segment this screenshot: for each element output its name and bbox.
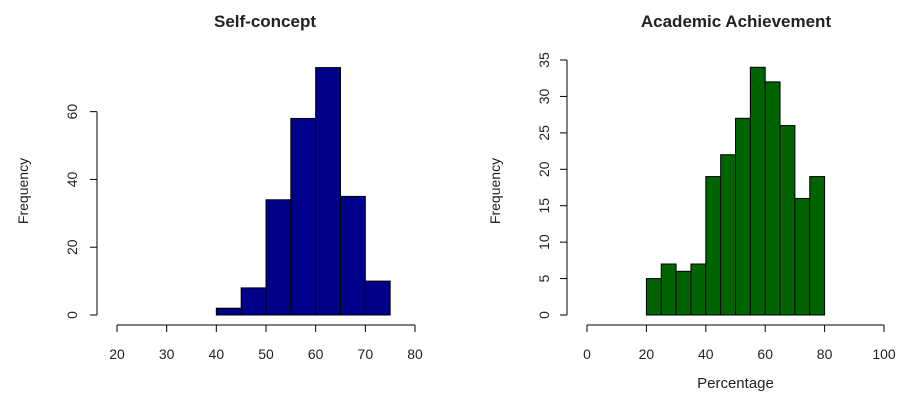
histogram-bar <box>779 125 796 316</box>
y-axis-label: Frequency <box>15 158 31 224</box>
histogram-bar <box>215 307 242 316</box>
y-tick-label: 0 <box>536 311 552 319</box>
chart-panel-2: 0 20 40 60 80 100 0 5 10 15 20 25 30 35 Academic Achie… <box>487 12 896 392</box>
histogram-bar <box>675 270 692 316</box>
y-tick-label: 0 <box>64 311 80 319</box>
histogram-bar <box>720 154 737 316</box>
chart-title: Self-concept <box>214 12 316 31</box>
histogram-bar <box>290 117 317 316</box>
x-tick-label: 70 <box>358 346 374 362</box>
histogram-bar <box>690 263 707 316</box>
x-tick-label: 80 <box>817 346 833 362</box>
y-tick-label: 20 <box>536 161 552 177</box>
histogram-bar <box>809 176 826 316</box>
histogram-bar <box>645 278 662 316</box>
histogram-bar <box>735 117 751 316</box>
x-tick-label: 40 <box>209 346 225 362</box>
histogram-bar <box>764 81 781 316</box>
histogram-bar <box>315 67 341 316</box>
x-tick-label: 0 <box>583 346 591 362</box>
y-axis-label: Frequency <box>487 158 503 224</box>
histogram-bar <box>265 199 292 316</box>
y-tick-label: 20 <box>64 239 80 255</box>
x-tick-label: 20 <box>639 346 655 362</box>
histogram-bar <box>364 280 391 316</box>
x-tick-label: 20 <box>109 346 125 362</box>
histogram-bar <box>660 263 677 316</box>
x-tick-label: 40 <box>698 346 714 362</box>
y-tick-label: 40 <box>64 171 80 187</box>
y-tick-label: 10 <box>536 234 552 250</box>
histogram-bar <box>340 195 366 316</box>
y-tick-label: 25 <box>536 125 552 141</box>
x-axis-label: Percentage <box>697 375 774 392</box>
x-tick-label: 80 <box>407 346 423 362</box>
y-tick-label: 15 <box>536 198 552 214</box>
x-tick-label: 30 <box>159 346 175 362</box>
x-tick-label: 50 <box>258 346 274 362</box>
histogram-bar <box>705 176 722 316</box>
histogram-bar <box>749 66 766 316</box>
y-tick-label: 30 <box>536 88 552 104</box>
x-tick-label: 100 <box>872 346 896 362</box>
x-tick-label: 60 <box>308 346 324 362</box>
y-tick-label: 35 <box>536 52 552 68</box>
x-tick-label: 60 <box>757 346 773 362</box>
chart-title: Academic Achievement <box>641 12 832 31</box>
histogram-bar <box>240 287 267 316</box>
y-tick-label: 5 <box>536 274 552 282</box>
chart-panel-1: 20 30 40 50 60 70 80 0 20 40 60 Self-concept Frequen… <box>15 12 423 362</box>
y-tick-label: 60 <box>64 104 80 120</box>
histogram-bar <box>794 197 811 316</box>
